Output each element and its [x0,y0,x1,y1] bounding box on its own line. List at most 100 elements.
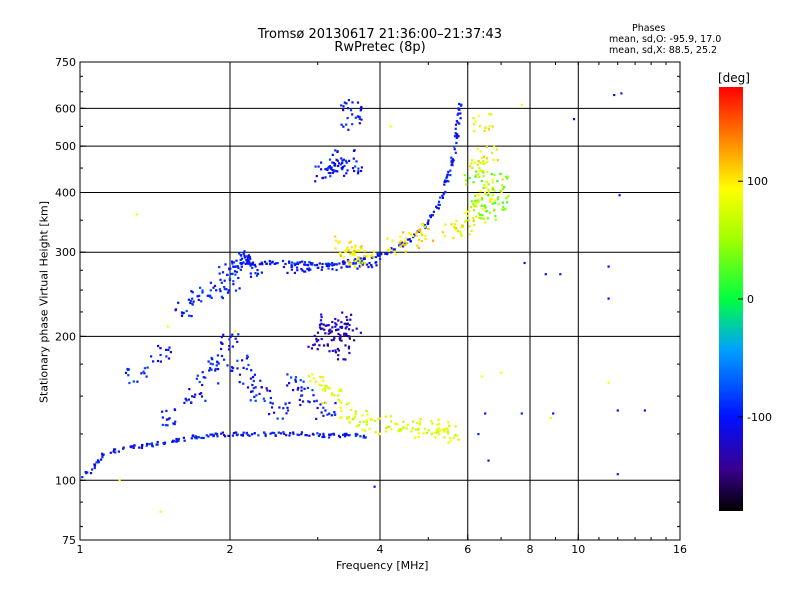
echo-point [331,171,334,174]
echo-point [372,255,375,258]
echo-point [339,336,342,340]
echo-point [463,174,466,177]
echo-point [174,309,177,312]
echo-point [319,403,322,406]
echo-point [340,157,343,160]
echo-point [165,418,168,421]
x-tick-label: 4 [377,543,384,556]
echo-point [159,510,162,513]
echo-point [450,159,453,162]
echo-point [192,300,195,303]
echo-point [208,294,212,297]
echo-point [348,265,351,268]
echo-point [322,406,325,409]
echo-point [298,398,301,401]
echo-point [161,410,164,413]
echo-point [132,446,135,449]
echo-point [231,345,234,348]
echo-point [296,269,299,272]
echo-point [273,262,276,265]
echo-point [332,338,335,341]
echo-point [334,322,337,325]
echo-point [326,343,329,346]
echo-point [333,162,337,166]
x-axis-label: Frequency [MHz] [336,559,429,572]
echo-point [209,367,212,370]
echo-point [455,119,458,123]
echo-point [166,325,169,328]
echo-point [460,226,463,229]
echo-point [220,295,223,298]
y-tick-label: 750 [55,56,76,69]
echo-point [228,278,231,281]
echo-point [173,440,176,443]
echo-point [165,355,168,358]
echo-point [365,419,369,422]
echo-point [156,443,159,446]
echo-point [406,238,409,241]
echo-point [447,432,450,435]
echo-point [447,170,450,173]
echo-point [324,262,327,265]
echo-point [302,380,305,383]
echo-point [331,264,334,267]
echo-point [399,240,402,243]
echo-point [190,401,193,404]
echo-point [233,265,236,268]
phases-x-label: mean, sd,X: [609,45,666,56]
x-tick-label: 6 [464,543,471,556]
echo-point [329,434,332,437]
echo-point [342,333,346,336]
echo-point [327,324,330,327]
echo-point [324,324,327,327]
y-axis-label: Stationary phase Virtual Height [km] [37,200,51,404]
echo-point [365,263,369,266]
echo-point [81,476,84,479]
echo-point [199,286,202,289]
echo-point [478,194,481,197]
echo-point [316,406,319,410]
echo-point [399,235,402,238]
echo-point [219,290,222,293]
echo-point [208,369,211,372]
echo-point [236,340,239,343]
echo-point [294,263,297,267]
echo-point [404,237,407,240]
echo-point [470,162,473,165]
echo-point [248,255,251,258]
phases-o-label: mean, sd,O: [609,34,667,45]
echo-point [417,435,420,439]
echo-point [324,176,327,179]
echo-point [236,433,239,436]
echo-point [364,429,367,432]
echo-point [452,159,455,162]
echo-point [356,115,359,118]
echo-point [434,436,437,439]
echo-point [237,333,240,336]
echo-point [385,427,388,430]
echo-point [480,375,483,378]
echo-point [200,436,203,439]
echo-point [321,266,324,269]
echo-point [334,149,337,152]
echo-point [520,412,523,415]
echo-point [264,434,267,438]
echo-point [308,261,311,264]
echo-point [501,178,504,181]
echo-point [345,123,348,126]
echo-point [357,259,360,262]
echo-point [159,360,162,363]
echo-point [84,471,87,474]
echo-point [482,155,485,158]
echo-point [453,436,456,439]
echo-point [347,249,350,252]
echo-point [484,193,487,196]
echo-point [438,203,441,206]
echo-point [166,424,169,427]
echo-point [422,432,425,435]
echo-point [398,241,401,245]
echo-point [441,196,444,199]
echo-point [231,260,234,263]
echo-point [444,190,447,194]
echo-point [346,107,350,110]
